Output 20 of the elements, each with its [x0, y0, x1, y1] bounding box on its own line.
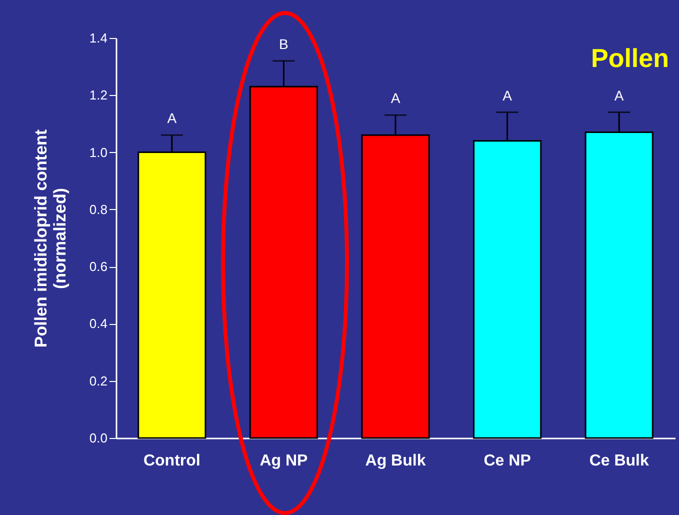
annotation: A	[390, 90, 401, 106]
chart-title: Pollen	[590, 43, 669, 73]
annotation: A	[502, 87, 513, 104]
annotation: A	[167, 110, 178, 126]
y-tick-label: 1.0	[89, 144, 108, 160]
x-tick-label: Ag NP	[260, 452, 308, 470]
y-tick-label: 1.2	[89, 88, 108, 103]
y-tick-label: 0.0	[89, 430, 108, 446]
y-tick-label: 0.6	[89, 259, 108, 274]
y-axis-title: Pollen imidicloprid content (normalized)	[31, 129, 70, 348]
y-tick-label: 0.4	[89, 316, 108, 332]
x-tick-label: Ce Bulk	[589, 452, 649, 470]
x-tick-label: Ce NP	[484, 452, 532, 470]
y-tick-label: 0.8	[89, 202, 108, 217]
x-tick-label: Control	[143, 452, 200, 470]
annotation: B	[279, 36, 288, 52]
x-tick-label: Ag Bulk	[365, 452, 426, 470]
y-tick-label: 1.4	[89, 30, 108, 46]
annotation: A	[614, 87, 624, 104]
y-tick-label: 0.2	[89, 373, 108, 388]
